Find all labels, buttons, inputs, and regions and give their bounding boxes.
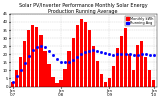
Bar: [132, 70, 135, 86]
Legend: Monthly kWh, Running Avg: Monthly kWh, Running Avg: [125, 16, 155, 26]
Bar: [19, 57, 22, 86]
Bar: [11, 82, 14, 86]
Bar: [120, 36, 123, 86]
Bar: [116, 48, 119, 86]
Bar: [100, 74, 103, 86]
Bar: [148, 70, 151, 86]
Bar: [47, 64, 51, 86]
Bar: [128, 54, 131, 86]
Bar: [27, 30, 30, 86]
Bar: [43, 51, 47, 86]
Bar: [108, 78, 111, 86]
Bar: [96, 61, 99, 86]
Bar: [152, 80, 155, 86]
Bar: [39, 35, 43, 86]
Bar: [92, 46, 95, 86]
Bar: [68, 51, 71, 86]
Bar: [88, 30, 91, 86]
Bar: [112, 66, 115, 86]
Bar: [55, 83, 59, 86]
Bar: [31, 25, 34, 86]
Bar: [124, 28, 127, 86]
Bar: [80, 19, 83, 86]
Bar: [51, 77, 55, 86]
Title: Solar PV/Inverter Performance Monthly Solar Energy Production Running Average: Solar PV/Inverter Performance Monthly So…: [19, 3, 148, 14]
Bar: [140, 41, 143, 86]
Bar: [35, 27, 38, 86]
Bar: [84, 22, 87, 86]
Bar: [136, 44, 139, 86]
Bar: [23, 41, 26, 86]
Bar: [76, 25, 79, 86]
Bar: [15, 70, 18, 86]
Bar: [59, 80, 63, 86]
Bar: [72, 38, 75, 86]
Bar: [64, 69, 67, 86]
Bar: [104, 82, 107, 86]
Bar: [144, 57, 147, 86]
